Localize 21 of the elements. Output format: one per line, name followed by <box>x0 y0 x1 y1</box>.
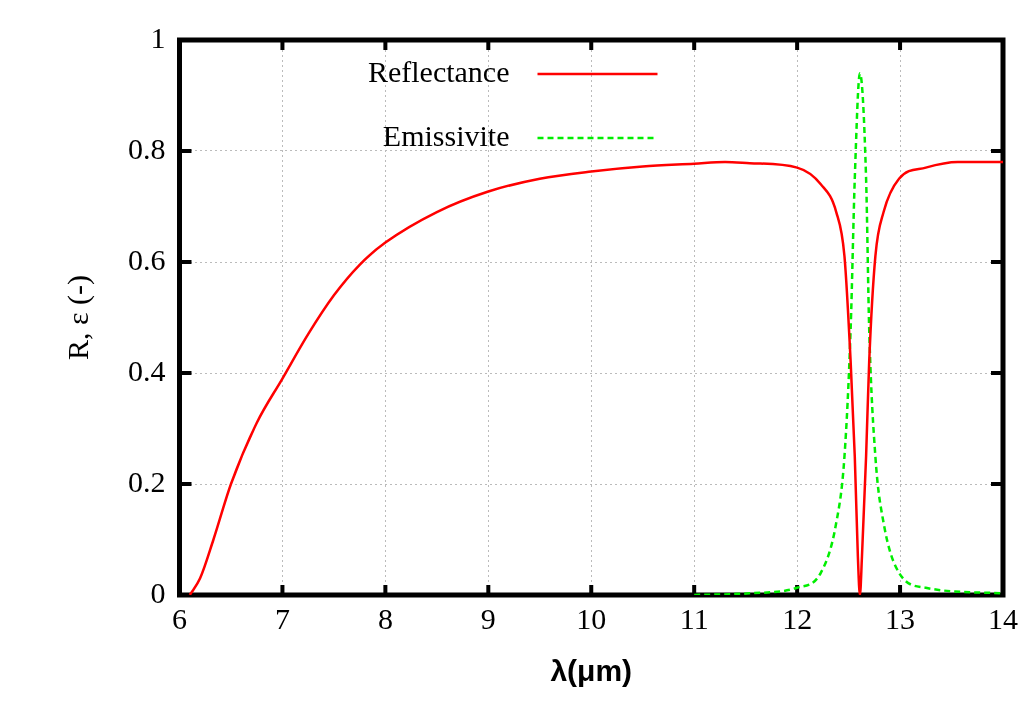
y-tick-label: 0 <box>150 575 166 609</box>
legend-label: Emissivite <box>382 118 510 152</box>
line-series <box>188 160 1003 595</box>
y-tick-label: 0.4 <box>128 353 166 387</box>
x-tick-label: 8 <box>377 601 393 635</box>
line-series <box>692 72 1003 595</box>
x-tick-label: 7 <box>274 601 290 635</box>
x-tick-label: 14 <box>988 601 1018 635</box>
x-tick-label: 9 <box>480 601 496 635</box>
x-tick-label: 6 <box>172 601 187 635</box>
x-tick-label: 12 <box>782 601 813 635</box>
x-tick-label: 13 <box>885 601 916 635</box>
y-tick-label: 0.8 <box>128 131 166 165</box>
y-tick-label: 1 <box>150 20 166 54</box>
x-axis-title: λ(μm) <box>550 654 633 688</box>
y-tick-label: 0.6 <box>128 242 166 276</box>
x-tick-label: 11 <box>679 601 709 635</box>
y-tick-label: 0.2 <box>128 464 166 498</box>
x-tick-label: 10 <box>576 601 607 635</box>
legend-label: Reflectance <box>367 54 510 88</box>
y-axis-title: R, ε (-) <box>60 274 95 361</box>
